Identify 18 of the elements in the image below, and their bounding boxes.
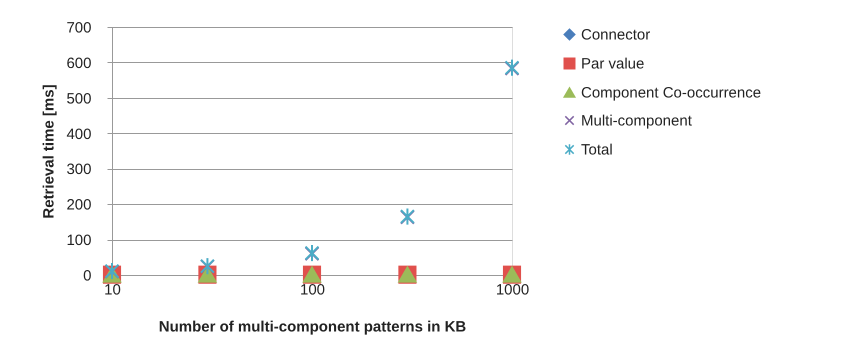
y-tick-label: 300 bbox=[66, 161, 92, 178]
legend-label: Par value bbox=[581, 56, 644, 72]
x-axis-title: Number of multi-component patterns in KB bbox=[158, 318, 466, 336]
legend-label: Connector bbox=[581, 26, 650, 44]
legend-label: Multi-component bbox=[581, 112, 693, 130]
x-tick-label: 10 bbox=[104, 282, 121, 298]
y-tick-label: 400 bbox=[66, 126, 92, 143]
y-tick-label: 700 bbox=[66, 20, 92, 36]
legend-label: Component Co-occurrence bbox=[581, 84, 762, 102]
y-tick-label: 100 bbox=[66, 232, 92, 250]
y-tick-label: 0 bbox=[83, 268, 92, 284]
x-tick-label: 1000 bbox=[496, 282, 530, 298]
y-tick-label: 200 bbox=[66, 196, 92, 214]
y-tick-label: 500 bbox=[66, 90, 92, 108]
legend-label: Total bbox=[581, 142, 613, 158]
y-tick-label: 600 bbox=[66, 54, 92, 72]
x-tick-label: 100 bbox=[300, 282, 326, 298]
y-axis-title: Retrieval time [ms] bbox=[40, 84, 58, 219]
